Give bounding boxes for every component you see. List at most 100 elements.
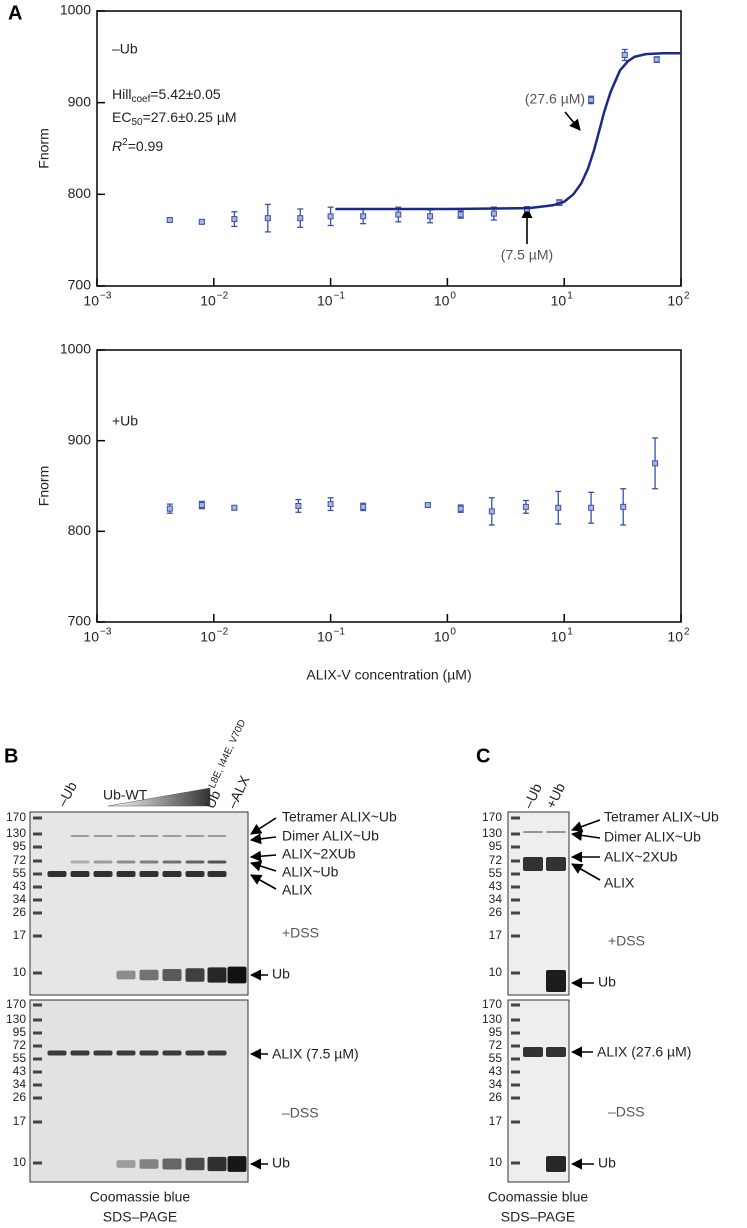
marker-label: 34 (13, 1077, 27, 1091)
x-tick-exponent: 1 (567, 291, 573, 302)
x-tick-exponent: −3 (100, 291, 112, 302)
ladder-band (511, 898, 520, 902)
ladder-band (511, 934, 520, 938)
marker-label: 95 (13, 839, 27, 853)
condition-label: +DSS (608, 933, 645, 949)
marker-label: 130 (482, 826, 502, 840)
gel-band (116, 970, 136, 980)
caption: SDS–PAGE (501, 1209, 575, 1225)
gel-band (139, 1159, 159, 1169)
ladder-band (33, 859, 42, 863)
marker-label: 170 (482, 810, 502, 824)
x-tick-exponent: 2 (684, 627, 690, 638)
data-point (327, 213, 334, 220)
x-tick-label: 10 (667, 293, 683, 309)
panel-label: B (4, 745, 18, 767)
y-tick-label: 800 (68, 522, 92, 538)
gel-band (185, 835, 205, 837)
x-tick-exponent: −2 (217, 291, 229, 302)
ladder-band (511, 885, 520, 889)
gel-band (70, 871, 90, 877)
gel-band (116, 860, 136, 864)
marker-label: 17 (489, 928, 503, 942)
gel-band (546, 857, 566, 871)
data-point (588, 504, 595, 511)
ladder-band (511, 1070, 520, 1074)
x-tick-exponent: −1 (334, 291, 346, 302)
callout: (7.5 µM) (501, 247, 553, 263)
marker-label: 43 (489, 879, 503, 893)
gel-band (70, 1050, 90, 1056)
panel-label: A (8, 2, 22, 24)
fit-curve (335, 51, 681, 211)
ladder-band (33, 1120, 42, 1124)
ladder-band (33, 898, 42, 902)
marker-label: 34 (489, 892, 503, 906)
x-tick-exponent: −2 (217, 627, 229, 638)
condition-label: +DSS (282, 925, 319, 941)
x-tick-label: 10 (434, 293, 450, 309)
marker-label: 95 (489, 839, 503, 853)
fit-stat-name: EC (112, 109, 131, 125)
gel-band (139, 969, 159, 981)
gel-band (546, 1156, 566, 1172)
marker-label: 43 (13, 879, 27, 893)
marker-label: 26 (13, 905, 27, 919)
gel-band (546, 1047, 566, 1057)
gel-band (93, 871, 113, 877)
ladder-band (33, 1003, 42, 1007)
marker-label: 170 (6, 810, 26, 824)
x-tick-exponent: 0 (450, 291, 456, 302)
gel-band (116, 1050, 136, 1056)
y-tick-label: 1000 (60, 2, 91, 18)
gel-band (207, 871, 227, 877)
band-label: ALIX~2XUb (282, 846, 356, 862)
marker-label: 34 (13, 892, 27, 906)
data-point (457, 505, 464, 512)
arrow (249, 860, 277, 872)
callout-arrow (564, 111, 581, 131)
data-point (360, 503, 367, 510)
gel-band (207, 967, 227, 983)
x-tick-exponent: 1 (567, 627, 573, 638)
gel-band (546, 831, 566, 833)
band-label: Ub (598, 1155, 616, 1171)
ladder-band (33, 1057, 42, 1061)
ladder-band (511, 1018, 520, 1022)
data-point (427, 213, 434, 220)
arrow (249, 850, 277, 862)
marker-label: 43 (13, 1064, 27, 1078)
gel-band (546, 970, 566, 992)
lane-label: –Ub (54, 779, 80, 809)
ladder-band (511, 1044, 520, 1048)
data-point (231, 504, 238, 511)
x-tick-exponent: −1 (334, 627, 346, 638)
gel-band (162, 871, 182, 877)
x-tick-label: 10 (200, 629, 216, 645)
gel-band (93, 835, 113, 837)
ladder-band (511, 1057, 520, 1061)
data-point (621, 52, 628, 58)
ladder-band (511, 1096, 520, 1100)
marker-label: 95 (13, 1025, 27, 1039)
marker-label: 10 (489, 1155, 503, 1169)
marker-label: 10 (489, 965, 503, 979)
caption: Coomassie blue (488, 1189, 589, 1205)
y-tick-label: 900 (68, 431, 92, 447)
caption: SDS–PAGE (103, 1209, 177, 1225)
ladder-band (33, 1083, 42, 1087)
condition-label: –DSS (608, 1104, 645, 1120)
ladder-band (33, 1044, 42, 1048)
data-point (652, 460, 659, 467)
arrow (570, 819, 601, 832)
marker-label: 72 (13, 853, 27, 867)
ladder-band (511, 832, 520, 836)
ladder-band (511, 971, 520, 975)
y-tick-label: 800 (68, 185, 92, 201)
fit-stat-superscript: 2 (122, 137, 128, 148)
lane-label: –ALX (224, 772, 253, 810)
ladder-band (511, 1031, 520, 1035)
marker-label: 17 (489, 1114, 503, 1128)
marker-label: 55 (13, 1051, 27, 1065)
gel-band (93, 1050, 113, 1056)
